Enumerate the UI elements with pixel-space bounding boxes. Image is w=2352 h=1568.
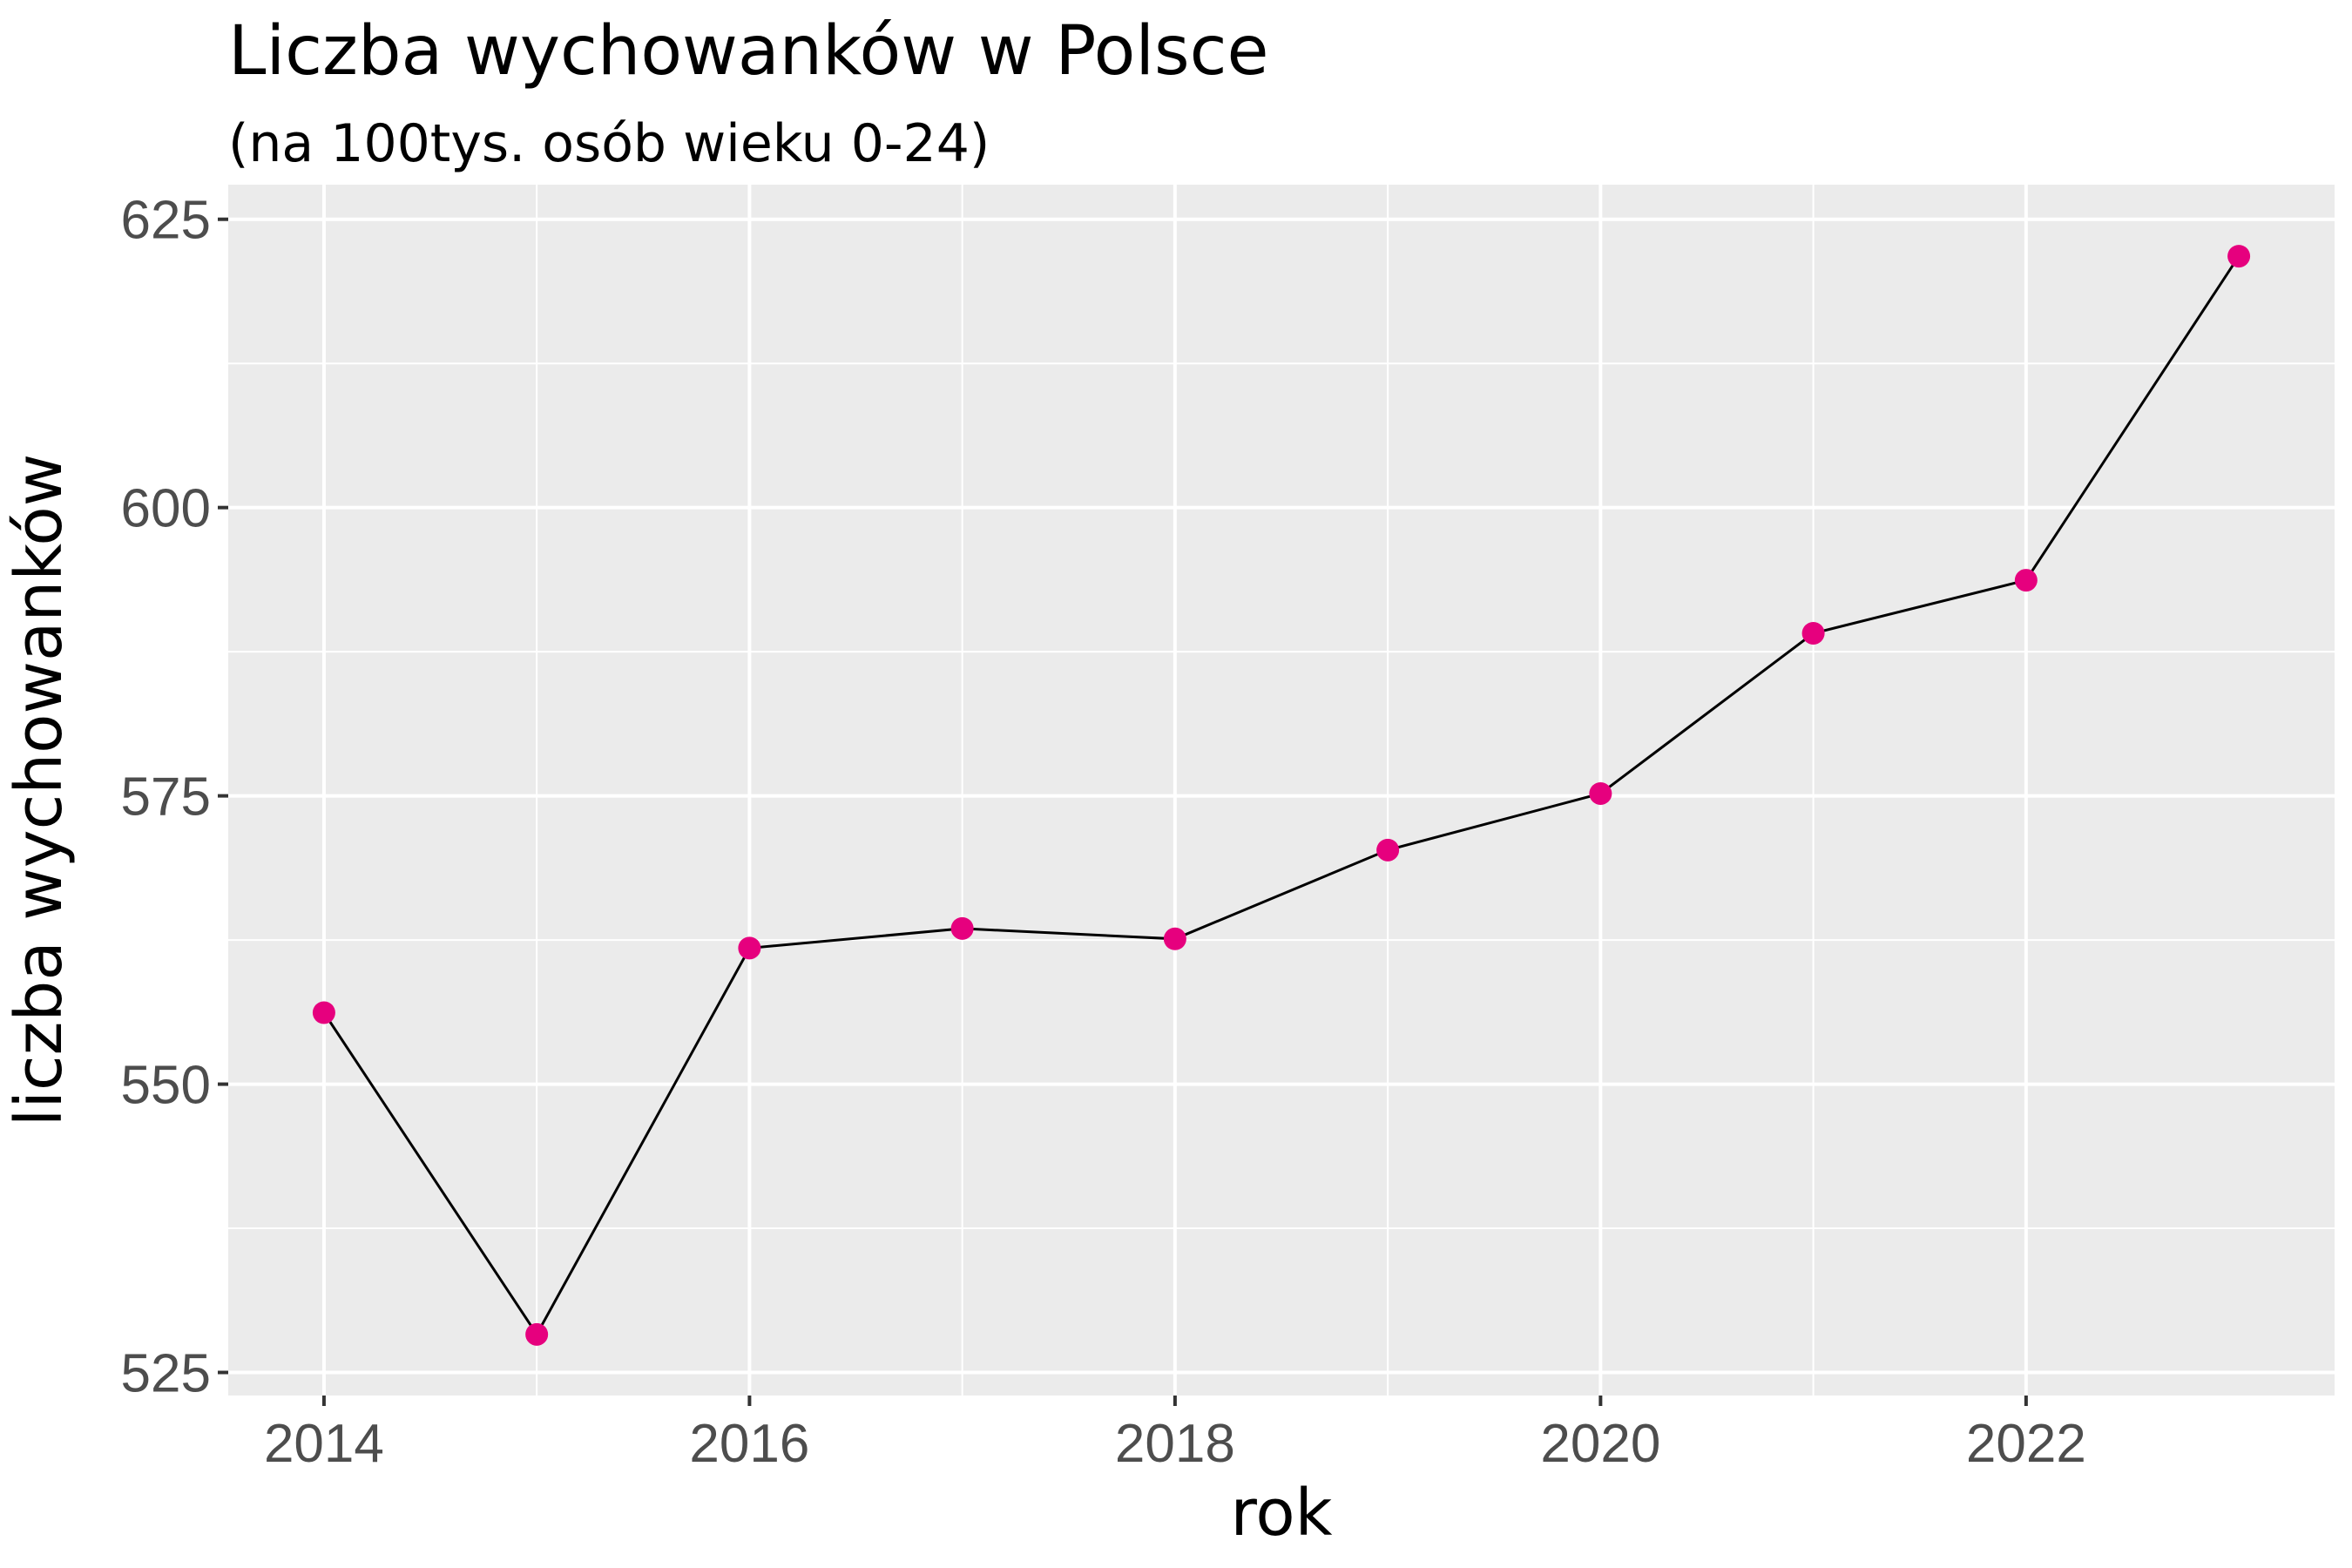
data-point	[312, 1001, 335, 1024]
x-tick-label: 2014	[264, 1414, 384, 1474]
chart-title: Liczba wychowanków w Polsce	[228, 12, 1269, 91]
plot-panel	[228, 185, 2335, 1396]
x-tick-label: 2022	[1966, 1414, 2086, 1474]
data-point	[1163, 927, 1186, 950]
data-point	[1376, 838, 1400, 862]
y-tick-label: 625	[121, 191, 211, 251]
data-point	[525, 1322, 549, 1346]
y-tick-label: 525	[121, 1344, 211, 1404]
data-point	[950, 916, 974, 940]
data-point	[1589, 781, 1612, 805]
y-axis-title: liczba wychowanków	[2, 454, 77, 1126]
y-tick-label: 575	[121, 767, 211, 828]
data-point	[2227, 245, 2251, 268]
y-tick-label: 550	[121, 1056, 211, 1116]
data-series	[312, 245, 2251, 1346]
data-point	[2014, 569, 2038, 592]
x-tick-label: 2016	[689, 1414, 809, 1474]
x-axis-title: rok	[1231, 1476, 1333, 1551]
minor-gridlines	[228, 185, 2335, 1396]
x-tick-label: 2020	[1540, 1414, 1660, 1474]
y-tick-label: 600	[121, 479, 211, 539]
x-tick-label: 2018	[1115, 1414, 1235, 1474]
data-point	[1801, 621, 1825, 645]
series-line	[322, 255, 2240, 1337]
axis-ticks	[218, 217, 2028, 1406]
y-axis-tick-labels: 525 550 575 600 625	[121, 191, 211, 1404]
x-axis-tick-labels: 2014 2016 2018 2020 2022	[264, 1414, 2086, 1474]
data-point	[738, 936, 761, 960]
chart-subtitle: (na 100tys. osób wieku 0-24)	[228, 113, 990, 174]
